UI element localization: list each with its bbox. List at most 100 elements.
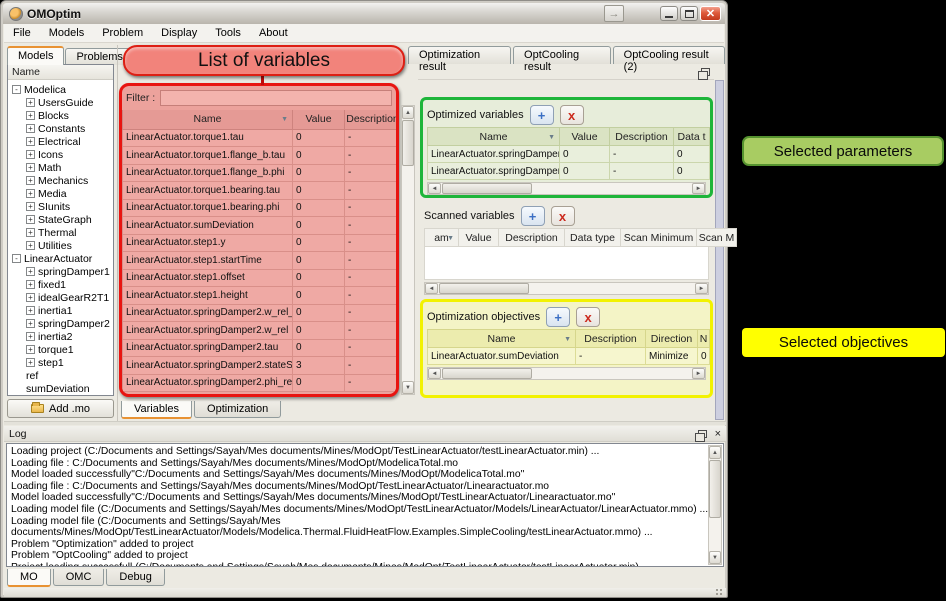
- tree-column-header[interactable]: Name: [8, 65, 113, 80]
- tree-expand-icon[interactable]: +: [26, 137, 35, 146]
- scroll-thumb[interactable]: [439, 283, 529, 294]
- tree-item[interactable]: + Utilities: [10, 239, 113, 252]
- log-scrollbar[interactable]: ▲ ▼: [708, 445, 722, 565]
- tree-expand-icon[interactable]: +: [26, 202, 35, 211]
- scroll-up-icon[interactable]: ▲: [709, 446, 721, 459]
- log-tab[interactable]: MO: [7, 569, 51, 587]
- column-header[interactable]: Description: [609, 127, 674, 146]
- column-header[interactable]: Value: [458, 228, 499, 247]
- add-objective-button[interactable]: +: [546, 307, 571, 327]
- tree-item[interactable]: + inertia2: [10, 330, 113, 343]
- variable-row[interactable]: LinearActuator.step1.offset 0-: [122, 268, 396, 287]
- variable-row[interactable]: LinearActuator.torque1.flange_b.phi 0-: [122, 163, 396, 182]
- result-tab[interactable]: OptCooling result (2): [612, 46, 725, 73]
- tree-item[interactable]: + Mechanics: [10, 174, 113, 187]
- right-vertical-scrollbar[interactable]: [715, 80, 724, 420]
- column-header[interactable]: N: [697, 329, 710, 348]
- tree-item[interactable]: + Math: [10, 161, 113, 174]
- add-mo-button[interactable]: Add .mo: [7, 399, 114, 418]
- tree-item[interactable]: ref: [10, 369, 113, 382]
- column-header[interactable]: Name ▼: [122, 110, 293, 130]
- tree-expand-icon[interactable]: +: [26, 319, 35, 328]
- variable-row[interactable]: LinearActuator.step1.y 0-: [122, 233, 396, 252]
- variables-scrollbar[interactable]: ▲ ▼: [401, 105, 415, 395]
- tree-item[interactable]: + inertia1: [10, 304, 113, 317]
- menu-item[interactable]: Problem: [102, 27, 144, 39]
- tree-expand-icon[interactable]: +: [26, 345, 35, 354]
- tree-item[interactable]: + Thermal: [10, 226, 113, 239]
- variables-tab[interactable]: Optimization: [194, 401, 282, 418]
- column-header[interactable]: Name ▼: [427, 127, 560, 146]
- column-header[interactable]: Scan M: [696, 228, 737, 247]
- tree-expand-icon[interactable]: -: [12, 254, 21, 263]
- resize-grip-icon[interactable]: [715, 588, 723, 596]
- tree-item[interactable]: + Electrical: [10, 135, 113, 148]
- column-header[interactable]: Description: [498, 228, 565, 247]
- horizontal-scrollbar[interactable]: ◄ ►: [424, 282, 709, 295]
- tree-item[interactable]: + Icons: [10, 148, 113, 161]
- variables-tab[interactable]: Variables: [121, 401, 193, 419]
- filter-input[interactable]: [160, 90, 392, 106]
- scroll-thumb[interactable]: [442, 183, 532, 194]
- tree-expand-icon[interactable]: -: [12, 85, 21, 94]
- result-tab[interactable]: Optimization result: [408, 46, 512, 73]
- column-header[interactable]: Value: [292, 110, 345, 130]
- tree-expand-icon[interactable]: +: [26, 163, 35, 172]
- variable-row[interactable]: LinearActuator.springDamper2.stateSelect…: [122, 356, 396, 375]
- log-output[interactable]: Loading project (C:/Documents and Settin…: [6, 443, 724, 567]
- horizontal-scrollbar[interactable]: ◄ ►: [427, 367, 706, 380]
- scroll-thumb[interactable]: [442, 368, 532, 379]
- tree-item[interactable]: + Constants: [10, 122, 113, 135]
- tree-item[interactable]: + StateGraph: [10, 213, 113, 226]
- tree-expand-icon[interactable]: +: [26, 241, 35, 250]
- tree-expand-icon[interactable]: +: [26, 189, 35, 198]
- tree-expand-icon[interactable]: +: [26, 111, 35, 120]
- forward-arrow-button[interactable]: →: [604, 5, 624, 22]
- log-tab[interactable]: Debug: [106, 569, 165, 586]
- tree-item[interactable]: - Modelica: [10, 83, 113, 96]
- column-header[interactable]: Description: [344, 110, 396, 130]
- tree-expand-icon[interactable]: +: [26, 98, 35, 107]
- remove-objective-button[interactable]: x: [576, 307, 601, 327]
- tree-expand-icon[interactable]: +: [26, 306, 35, 315]
- column-header[interactable]: am ▼: [424, 228, 459, 247]
- scroll-left-icon[interactable]: ◄: [425, 283, 438, 294]
- column-header[interactable]: Value: [559, 127, 610, 146]
- scroll-down-icon[interactable]: ▼: [709, 551, 721, 564]
- menu-item[interactable]: File: [13, 27, 31, 39]
- maximize-button[interactable]: [680, 6, 698, 21]
- variable-row[interactable]: LinearActuator.step1.startTime 0-: [122, 251, 396, 270]
- tree-expand-icon[interactable]: +: [26, 124, 35, 133]
- close-log-icon[interactable]: ×: [714, 427, 721, 440]
- float-panel-icon[interactable]: [698, 67, 710, 80]
- tree-item[interactable]: + fixed1: [10, 278, 113, 291]
- tree-item[interactable]: + springDamper1: [10, 265, 113, 278]
- scroll-right-icon[interactable]: ►: [695, 283, 708, 294]
- variable-row[interactable]: LinearActuator.torque1.bearing.tau 0-: [122, 181, 396, 200]
- tree-item[interactable]: + SIunits: [10, 200, 113, 213]
- menu-item[interactable]: About: [258, 27, 288, 39]
- optimized-variable-row[interactable]: LinearActuator.springDamper1.d0-0: [427, 162, 710, 180]
- result-tab[interactable]: OptCooling result: [513, 46, 611, 73]
- scroll-down-icon[interactable]: ▼: [402, 381, 414, 394]
- scroll-thumb[interactable]: [709, 460, 721, 518]
- variable-row[interactable]: LinearActuator.springDamper2.w_rel 0-: [122, 321, 396, 340]
- tree-expand-icon[interactable]: +: [26, 215, 35, 224]
- log-splitter[interactable]: [4, 421, 726, 425]
- scroll-left-icon[interactable]: ◄: [428, 368, 441, 379]
- column-header[interactable]: Description: [575, 329, 646, 348]
- float-log-icon[interactable]: [694, 429, 707, 442]
- scroll-up-icon[interactable]: ▲: [402, 106, 414, 119]
- column-header[interactable]: Data t: [673, 127, 710, 146]
- left-tab[interactable]: Problems: [65, 48, 134, 65]
- objective-row[interactable]: LinearActuator.sumDeviation - Minimize 0: [427, 347, 710, 365]
- tree-item[interactable]: - LinearActuator: [10, 252, 113, 265]
- title-bar[interactable]: OMOptim → ✕: [3, 3, 725, 24]
- remove-optimized-variable-button[interactable]: x: [559, 105, 584, 125]
- menu-item[interactable]: Tools: [215, 27, 241, 39]
- horizontal-scrollbar[interactable]: ◄ ►: [427, 182, 706, 195]
- variable-row[interactable]: LinearActuator.springDamper2.tau 0-: [122, 338, 396, 357]
- tree-item[interactable]: + UsersGuide: [10, 96, 113, 109]
- tree-expand-icon[interactable]: +: [26, 280, 35, 289]
- add-scanned-variable-button[interactable]: +: [520, 206, 545, 226]
